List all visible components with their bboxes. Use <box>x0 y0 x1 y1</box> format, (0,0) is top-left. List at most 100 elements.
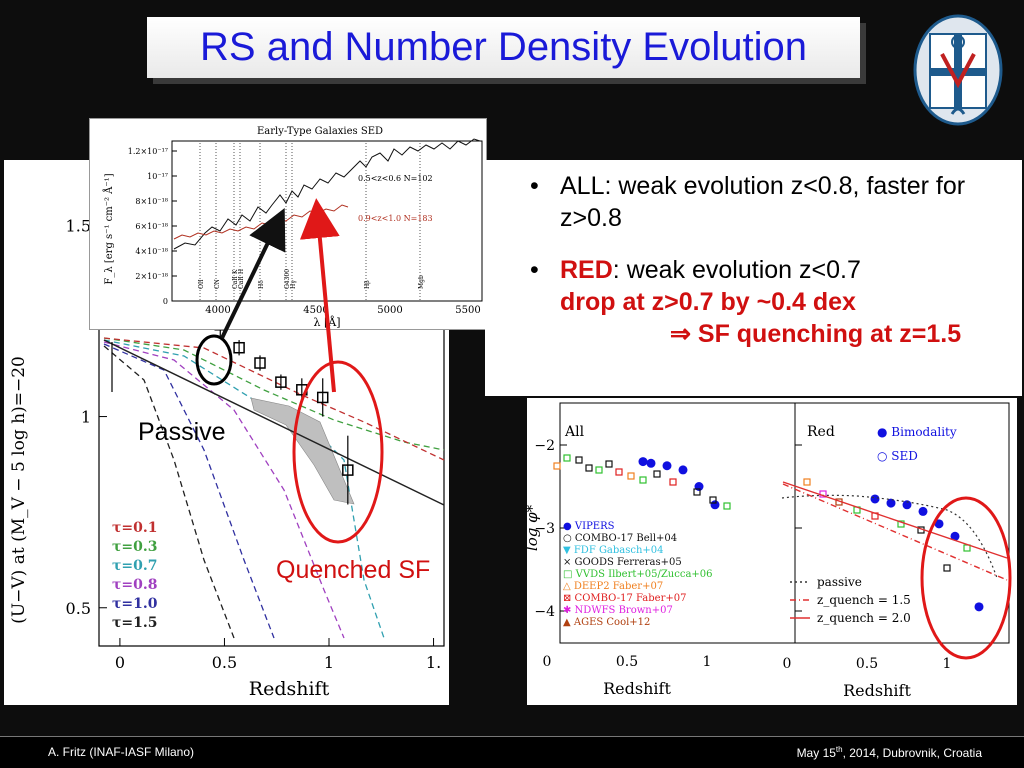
lf-legend-all-entry: △ DEEP2 Faber+07 <box>563 581 663 592</box>
title-box: RS and Number Density Evolution <box>147 17 860 78</box>
literature-point <box>669 478 677 486</box>
footer: A. Fritz (INAF-IASF Milano) May 15th, 20… <box>0 736 1024 768</box>
legend-entry: τ=1.5 <box>112 615 158 631</box>
sed-x-tick: 4500 <box>303 305 328 316</box>
data-point <box>233 341 245 354</box>
number-density-chart: All Red −2 −3 −4 0 0 0.5 0.5 1 1 ● VIPERS○ COMB… <box>523 402 1010 700</box>
lf-legend-all-entry: ⊠ COMBO-17 Faber+07 <box>563 593 686 604</box>
bullet-text-2: RED: weak evolution z<0.7 drop at z>0.7 … <box>560 254 961 350</box>
sed-x-tick: 5000 <box>377 305 402 316</box>
footer-date-day: May 15 <box>796 746 836 760</box>
sed-chart: Early-Type Galaxies SED 0 2×10⁻¹⁸ 4×10⁻¹⁸ 6… <box>103 126 483 329</box>
vipers-all-point <box>638 457 648 467</box>
lf-y-label: log φ* <box>527 504 541 551</box>
sed-y-label: F_λ [erg s⁻¹ cm⁻² Å⁻¹] <box>103 173 115 284</box>
footer-date: May 15th, 2014, Dubrovnik, Croatia <box>797 745 982 760</box>
legend-entry: τ=0.3 <box>112 539 158 555</box>
data-point <box>254 357 266 369</box>
legend-entry: τ=0.1 <box>112 520 158 536</box>
lf-x-label-red: Redshift <box>843 681 911 700</box>
vipers-red-point <box>870 494 880 504</box>
model-track <box>103 341 345 639</box>
data-point <box>275 376 287 388</box>
sed-y-tick: 8×10⁻¹⁸ <box>135 197 168 206</box>
lf-legend-all-entry: ▲ AGES Cool+12 <box>563 617 650 628</box>
sed-x-tick: 4000 <box>205 305 230 316</box>
literature-point <box>723 502 731 510</box>
bullet-item-2: • RED: weak evolution z<0.7 drop at z>0.… <box>530 254 1010 350</box>
sed-title: Early-Type Galaxies SED <box>257 126 383 137</box>
panel-red-label: Red <box>807 424 835 440</box>
footer-date-sup: th <box>835 745 843 754</box>
sed-y-tick: 2×10⁻¹⁸ <box>135 272 168 281</box>
lf-y-tick: −2 <box>534 438 555 454</box>
sed-spectrum-low-z <box>173 138 481 250</box>
zquench-2p0-curve <box>782 481 1008 559</box>
x-tick-label: 1. <box>426 653 441 672</box>
passive-model-curve <box>781 494 998 579</box>
y-tick-label: 1.5 <box>66 216 91 235</box>
lf-y-tick: −3 <box>534 521 555 537</box>
x-tick-label: 0.5 <box>212 653 237 672</box>
zquench-1p5-curve <box>782 483 1008 581</box>
literature-point <box>639 476 647 484</box>
vipers-all-point <box>710 500 720 510</box>
lf-legend-all-entry: ▼ FDF Gabasch+04 <box>563 545 664 556</box>
bullet-red-word: RED <box>560 256 613 284</box>
sed-inset-panel: Early-Type Galaxies SED 0 2×10⁻¹⁸ 4×10⁻¹⁸ 6… <box>89 118 487 330</box>
y-tick-label: 0.5 <box>66 599 91 618</box>
bullet-text-2-line2: drop at z>0.7 by ~0.4 dex <box>560 288 856 316</box>
lf-legend-all-entry: ○ COMBO-17 Bell+04 <box>563 533 677 544</box>
panel-all-label: All <box>564 424 585 440</box>
literature-point <box>563 454 571 462</box>
legend-entry: τ=0.7 <box>112 558 158 574</box>
lf-legend-line-entry: passive <box>817 575 862 589</box>
lf-x-tick: 0.5 <box>616 654 638 670</box>
x-axis-label: Redshift <box>249 678 330 700</box>
passive-label: Passive <box>138 418 226 446</box>
vipers-red-point <box>918 506 928 516</box>
bullet-text-2-rest: : weak evolution z<0.7 <box>612 256 861 284</box>
lf-legend-line-entry: z_quench = 2.0 <box>817 611 911 625</box>
literature-point <box>963 544 971 552</box>
literature-point <box>605 460 613 468</box>
sed-y-tick: 1.2×10⁻¹⁷ <box>128 147 168 156</box>
literature-point <box>553 462 561 470</box>
lf-legend-all-entry: ✱ NDWFS Brown+07 <box>563 605 673 616</box>
y-tick-label: 1 <box>81 408 91 427</box>
model-track <box>103 345 235 639</box>
lf-x-tick: 0 <box>543 654 552 670</box>
literature-point <box>653 470 661 478</box>
slide-title: RS and Number Density Evolution <box>200 25 807 69</box>
lf-x-tick: 0 <box>783 656 792 672</box>
sed-label-high-z: 0.9<z<1.0 N=183 <box>358 214 433 223</box>
model-track <box>103 343 275 639</box>
bullet-list: • ALL: weak evolution z<0.8, faster for … <box>530 170 1010 350</box>
legend-entry: τ=1.0 <box>112 596 158 612</box>
vipers-red-point <box>902 500 912 510</box>
bullet-dot: • <box>530 172 539 200</box>
lf-y-tick: −4 <box>534 604 555 620</box>
sed-line-label: Hγ <box>290 280 297 289</box>
lf-legend-red-entry: ○ SED <box>877 449 918 463</box>
footer-date-rest: , 2014, Dubrovnik, Croatia <box>842 746 982 760</box>
vipers-all-point <box>678 465 688 475</box>
x-tick-label: 0 <box>115 653 125 672</box>
lf-x-tick: 1 <box>943 656 952 672</box>
vipers-red-point <box>934 519 944 529</box>
sed-line-label: OII <box>198 279 205 289</box>
lf-legend-all-entry: ● VIPERS <box>563 521 615 532</box>
fit-line <box>103 339 445 506</box>
footer-author: A. Fritz (INAF-IASF Milano) <box>48 745 195 759</box>
literature-point <box>803 478 811 486</box>
vipers-all-point <box>646 458 656 468</box>
text-area <box>485 160 1022 396</box>
vipers-all-point <box>662 461 672 471</box>
vipers-all-point <box>694 482 704 491</box>
sed-label-low-z: 0.5<z<0.6 N=102 <box>358 174 433 183</box>
lf-x-label-all: Redshift <box>603 679 671 698</box>
y-axis-label: (U−V) at (M_V − 5 log h)=−20 <box>9 356 29 624</box>
sed-y-tick: 4×10⁻¹⁸ <box>135 247 168 256</box>
legend-entry: τ=0.8 <box>112 577 158 593</box>
bullet-item-1: • ALL: weak evolution z<0.8, faster for … <box>530 170 1010 234</box>
